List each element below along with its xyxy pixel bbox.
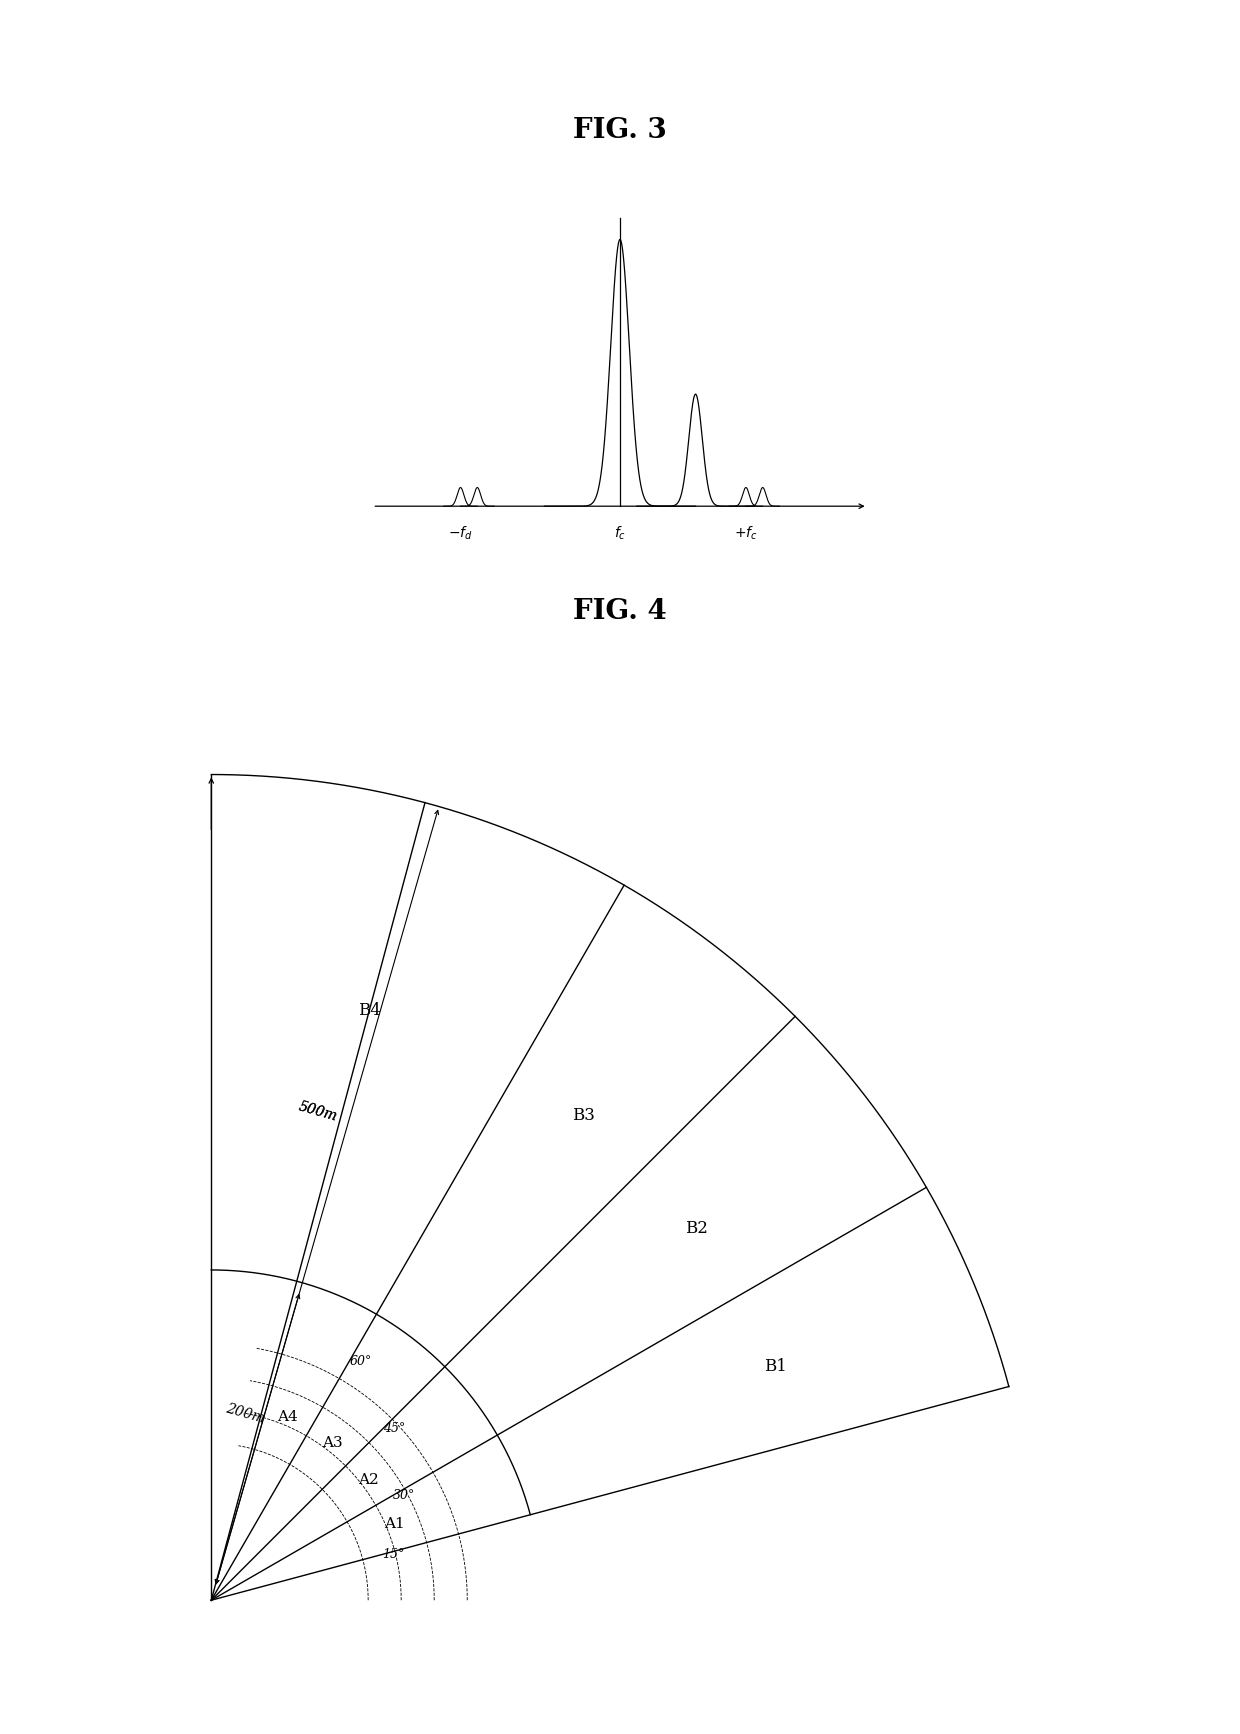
Text: FIG. 3: FIG. 3 [573,116,667,144]
Text: 500m: 500m [298,1099,340,1124]
Text: B4: B4 [358,1002,381,1018]
Text: A1: A1 [384,1517,404,1531]
Text: 500m: 500m [298,1099,340,1124]
Text: A4: A4 [277,1410,298,1424]
Text: B3: B3 [572,1106,595,1124]
Text: 15°: 15° [382,1548,404,1561]
Text: $f_c$: $f_c$ [614,525,626,543]
Text: 45°: 45° [383,1422,405,1436]
Text: $+f_c$: $+f_c$ [734,525,758,543]
Text: 200m: 200m [223,1401,265,1425]
Text: B2: B2 [684,1219,708,1236]
Text: 30°: 30° [393,1490,415,1502]
Text: A2: A2 [358,1472,379,1486]
Text: 60°: 60° [350,1354,372,1368]
Text: B1: B1 [764,1358,787,1375]
Text: FIG. 4: FIG. 4 [573,598,667,624]
Text: A3: A3 [321,1436,342,1450]
Text: $-f_d$: $-f_d$ [448,525,472,543]
